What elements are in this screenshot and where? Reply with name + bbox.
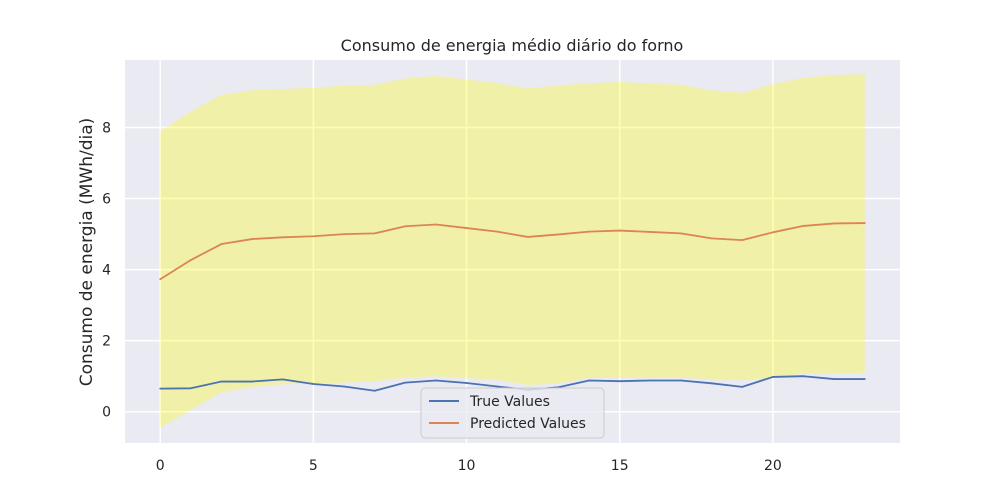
data-point-predicted-values [159, 278, 162, 281]
series-predicted-values [159, 222, 866, 281]
y-tick-label: 2 [102, 334, 111, 350]
data-point-predicted-values [741, 239, 744, 242]
data-point-true-values [741, 385, 744, 388]
data-point-predicted-values [833, 222, 836, 225]
data-point-true-values [373, 389, 376, 392]
prediction-interval-band [160, 74, 865, 428]
x-tick-label: 5 [309, 458, 318, 474]
data-point-predicted-values [435, 223, 437, 226]
data-point-predicted-values [710, 237, 713, 240]
data-point-true-values [588, 379, 590, 382]
series-line-predicted-values [159, 222, 865, 280]
data-point-predicted-values [404, 225, 407, 228]
y-tick-label: 4 [102, 263, 111, 279]
y-axis-label: Consumo de energia (MWh/dia) [77, 118, 97, 387]
data-point-true-values [710, 382, 713, 385]
data-point-true-values [281, 378, 284, 381]
data-point-predicted-values [496, 230, 499, 233]
data-point-predicted-values [680, 232, 682, 235]
plot-area [125, 60, 900, 443]
data-point-true-values [251, 380, 254, 383]
data-point-true-values [465, 382, 468, 384]
data-point-predicted-values [251, 238, 254, 240]
data-point-true-values [435, 379, 437, 382]
x-tick-labels: 0 5 10 15 20 [156, 458, 782, 474]
chart-title: Consumo de energia médio diário do forno [341, 36, 684, 55]
data-point-predicted-values [618, 229, 621, 232]
data-point-predicted-values [312, 235, 315, 238]
legend-box [420, 387, 605, 439]
data-point-predicted-values [343, 233, 345, 235]
data-point-predicted-values [220, 243, 223, 245]
y-tick-label: 0 [102, 405, 111, 421]
data-point-predicted-values [771, 231, 774, 234]
data-point-predicted-values [557, 233, 560, 236]
legend-label-true-values: True Values [469, 394, 550, 410]
data-point-predicted-values [465, 227, 468, 229]
data-point-true-values [649, 379, 652, 382]
data-point-true-values [312, 383, 315, 385]
x-tick-label: 20 [764, 458, 782, 474]
data-point-true-values [771, 376, 774, 378]
data-point-predicted-values [802, 225, 805, 227]
legend-label-predicted-values: Predicted Values [470, 416, 586, 432]
y-tick-label: 6 [102, 192, 111, 208]
data-point-predicted-values [863, 222, 866, 224]
data-point-true-values [863, 378, 866, 380]
data-point-true-values [496, 385, 499, 388]
y-tick-label: 8 [102, 121, 111, 137]
data-point-true-values [159, 387, 162, 390]
data-point-predicted-values [281, 236, 284, 239]
data-point-true-values [220, 380, 223, 383]
x-tick-label: 15 [611, 458, 629, 474]
data-point-predicted-values [189, 259, 192, 261]
data-point-true-values [618, 380, 621, 383]
data-point-predicted-values [588, 230, 590, 233]
data-point-true-values [404, 381, 407, 384]
data-point-true-values [680, 379, 682, 382]
data-point-predicted-values [649, 231, 652, 233]
x-tick-label: 10 [458, 458, 476, 474]
data-point-predicted-values [526, 236, 529, 238]
x-tick-label: 0 [156, 458, 165, 474]
data-point-true-values [343, 385, 345, 388]
data-point-predicted-values [373, 232, 376, 235]
data-point-true-values [189, 387, 192, 390]
data-point-true-values [802, 375, 805, 378]
legend: True Values Predicted Values [420, 387, 605, 439]
y-tick-labels: 0 2 4 6 8 [102, 121, 111, 421]
data-point-true-values [833, 378, 836, 380]
